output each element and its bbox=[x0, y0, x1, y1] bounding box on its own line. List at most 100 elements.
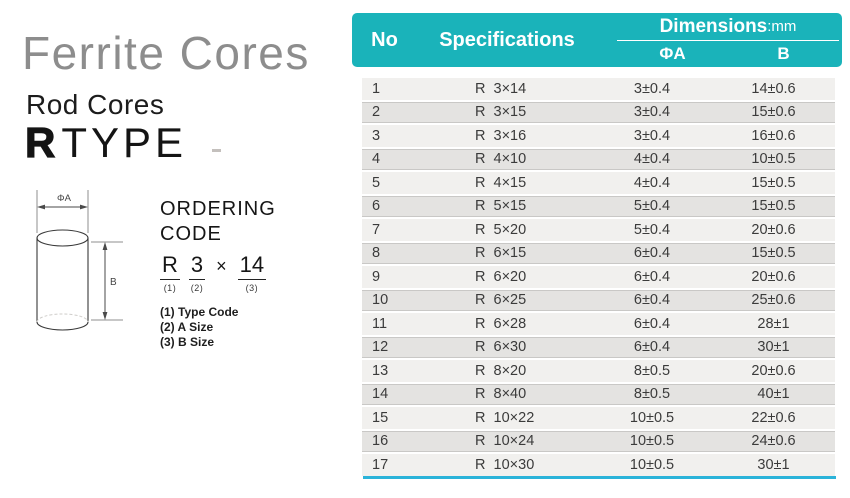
dimensions-word: Dimensions bbox=[659, 15, 768, 37]
code-part-type: R (1) bbox=[160, 254, 180, 293]
table-row: 9 R 6×20 6±0.4 20±0.6 bbox=[362, 266, 835, 288]
arrowhead-right bbox=[80, 204, 88, 210]
cell-no: 4 bbox=[372, 151, 381, 168]
cell-no: 3 bbox=[372, 127, 381, 144]
ordering-code-block: ORDERING CODE R (1) 3 (2) × 14 (3) (1) T… bbox=[160, 197, 340, 350]
table-row: 15 R 10×22 10±0.5 22±0.6 bbox=[362, 407, 835, 429]
type-heading: R TYPE bbox=[24, 119, 187, 166]
cell-dim-a: 6±0.4 bbox=[633, 245, 671, 262]
cell-no: 6 bbox=[372, 198, 381, 215]
cell-dim-a: 6±0.4 bbox=[633, 315, 671, 332]
cell-dim-b: 20±0.6 bbox=[751, 268, 796, 285]
cell-specification: R 5×20 bbox=[475, 221, 527, 238]
cell-dim-b: 20±0.6 bbox=[751, 362, 796, 379]
cell-dim-b: 28±1 bbox=[757, 315, 790, 332]
code-b-char: 14 bbox=[237, 254, 267, 280]
multiply-sign: × bbox=[216, 256, 227, 276]
cell-specification: R 3×16 bbox=[475, 127, 527, 144]
cell-no: 17 bbox=[372, 456, 389, 473]
arrowhead-left bbox=[37, 204, 45, 210]
table-row: 14 R 8×40 8±0.5 40±1 bbox=[362, 383, 835, 405]
cell-specification: R 4×10 bbox=[475, 151, 527, 168]
cell-dim-b: 22±0.6 bbox=[751, 409, 796, 426]
cell-dim-a: 8±0.5 bbox=[633, 386, 671, 403]
cell-dim-b: 15±0.5 bbox=[751, 174, 796, 191]
table-row: 16 R 10×24 10±0.5 24±0.6 bbox=[362, 430, 835, 452]
table-row: 3 R 3×16 3±0.4 16±0.6 bbox=[362, 125, 835, 147]
table-header: No Specifications Dimensions:mm ΦA B bbox=[352, 13, 842, 67]
cell-dim-a: 10±0.5 bbox=[629, 409, 675, 426]
header-col-b: B bbox=[777, 44, 790, 63]
cell-dim-b: 15±0.5 bbox=[751, 198, 796, 215]
cell-specification: R 6×15 bbox=[475, 245, 527, 262]
table-row: 12 R 6×30 6±0.4 30±1 bbox=[362, 336, 835, 358]
cell-no: 1 bbox=[372, 80, 381, 97]
cell-dim-b: 25±0.6 bbox=[751, 292, 796, 309]
header-col-phi-a: ΦA bbox=[659, 44, 686, 63]
arrowhead-up bbox=[102, 242, 108, 250]
cell-no: 15 bbox=[372, 409, 389, 426]
cell-specification: R 8×20 bbox=[475, 362, 527, 379]
code-a-char: 3 bbox=[188, 254, 206, 280]
table-row: 6 R 5×15 5±0.4 15±0.5 bbox=[362, 195, 835, 217]
legend-type-code: (1) Type Code bbox=[160, 305, 239, 319]
header-dimensions: Dimensions:mm bbox=[617, 13, 839, 41]
cell-dim-a: 6±0.4 bbox=[633, 292, 671, 309]
cell-specification: R 6×30 bbox=[475, 339, 527, 356]
cell-dim-a: 3±0.4 bbox=[633, 80, 671, 97]
legend-b-size: (3) B Size bbox=[160, 335, 215, 349]
cell-specification: R 4×15 bbox=[475, 174, 527, 191]
ordering-code: R (1) 3 (2) × 14 (3) bbox=[160, 254, 340, 293]
type-letter: R bbox=[24, 119, 56, 166]
cell-no: 5 bbox=[372, 174, 381, 191]
cell-dim-b: 30±1 bbox=[757, 456, 790, 473]
cell-specification: R 5×15 bbox=[475, 198, 527, 215]
ordering-heading-line2: CODE bbox=[160, 223, 222, 245]
cell-no: 12 bbox=[372, 339, 389, 356]
spec-table: No Specifications Dimensions:mm ΦA B 1 R… bbox=[352, 13, 842, 479]
cell-dim-a: 5±0.4 bbox=[633, 221, 671, 238]
header-no: No bbox=[371, 28, 398, 51]
cell-specification: R 6×20 bbox=[475, 268, 527, 285]
table-row: 7 R 5×20 5±0.4 20±0.6 bbox=[362, 219, 835, 241]
cell-dim-b: 16±0.6 bbox=[751, 127, 796, 144]
table-row: 17 R 10×30 10±0.5 30±1 bbox=[362, 454, 835, 476]
cell-dim-a: 8±0.5 bbox=[633, 362, 671, 379]
table-body: 1 R 3×14 3±0.4 14±0.6 2 R 3×15 3±0.4 15±… bbox=[362, 78, 835, 478]
cell-dim-b: 10±0.5 bbox=[751, 151, 796, 168]
cell-dim-b: 15±0.5 bbox=[751, 245, 796, 262]
series-subtitle: Rod Cores bbox=[26, 89, 165, 120]
table-row: 5 R 4×15 4±0.4 15±0.5 bbox=[362, 172, 835, 194]
cell-specification: R 10×22 bbox=[475, 409, 535, 426]
table-row: 2 R 3×15 3±0.4 15±0.6 bbox=[362, 101, 835, 123]
cell-no: 9 bbox=[372, 268, 381, 285]
type-dash-mark bbox=[212, 149, 221, 152]
header-specifications: Specifications bbox=[439, 28, 575, 51]
cell-specification: R 6×28 bbox=[475, 315, 527, 332]
cell-dim-a: 6±0.4 bbox=[633, 268, 671, 285]
cell-no: 13 bbox=[372, 362, 389, 379]
cell-no: 2 bbox=[372, 104, 381, 121]
dim-b-label: B bbox=[110, 277, 117, 288]
cell-dim-b: 24±0.6 bbox=[751, 433, 796, 450]
code-part-times: × bbox=[214, 254, 229, 275]
cell-no: 16 bbox=[372, 433, 389, 450]
rod-core-diagram: ΦA B bbox=[36, 190, 123, 331]
cell-specification: R 8×40 bbox=[475, 386, 527, 403]
cell-no: 8 bbox=[372, 245, 381, 262]
cell-dim-a: 3±0.4 bbox=[633, 127, 671, 144]
cell-specification: R 3×14 bbox=[475, 80, 527, 97]
code-part-a-size: 3 (2) bbox=[188, 254, 206, 293]
cell-dim-a: 10±0.5 bbox=[629, 456, 675, 473]
code-a-label: (2) bbox=[190, 283, 204, 293]
code-part-b-size: 14 (3) bbox=[237, 254, 267, 293]
cell-dim-a: 5±0.4 bbox=[633, 198, 671, 215]
cell-no: 10 bbox=[372, 292, 389, 309]
table-bottom-rule bbox=[363, 475, 836, 479]
legend-a-size: (2) A Size bbox=[160, 320, 214, 334]
cell-no: 14 bbox=[372, 386, 389, 403]
dimensions-unit: :mm bbox=[767, 18, 797, 35]
table-row: 10 R 6×25 6±0.4 25±0.6 bbox=[362, 289, 835, 311]
cell-specification: R 6×25 bbox=[475, 292, 527, 309]
table-row: 11 R 6×28 6±0.4 28±1 bbox=[362, 313, 835, 335]
